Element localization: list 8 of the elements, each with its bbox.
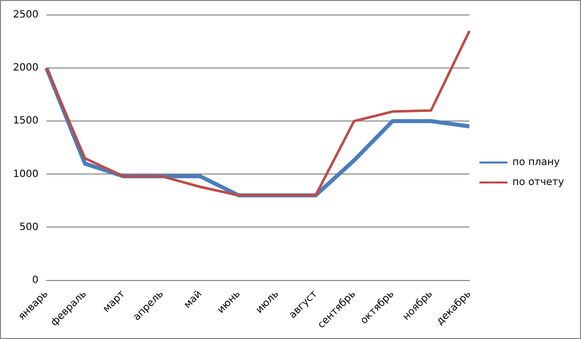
y-tick-label: 0 xyxy=(32,274,38,286)
legend-label: по плану xyxy=(512,157,560,168)
y-tick-label: 1500 xyxy=(12,116,38,127)
y-tick-label: 1000 xyxy=(12,168,38,180)
y-tick-label: 500 xyxy=(19,222,38,233)
y-tick-label: 2000 xyxy=(12,62,38,74)
legend-label: по отчету xyxy=(512,177,564,188)
y-tick-label: 2500 xyxy=(12,10,38,21)
